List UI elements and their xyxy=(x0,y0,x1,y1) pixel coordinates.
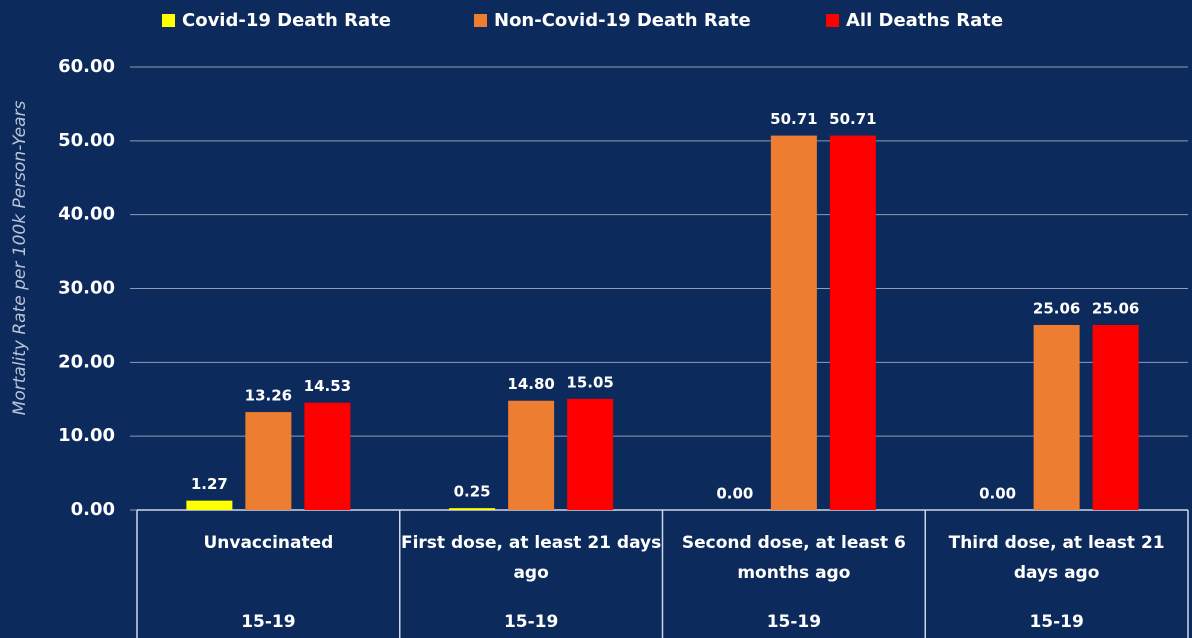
bar xyxy=(449,508,496,510)
x-group-label: 15-19 xyxy=(241,612,295,632)
data-label: 25.06 xyxy=(1033,299,1080,317)
data-label: 14.53 xyxy=(304,377,351,395)
category-cell: Unvaccinated xyxy=(203,533,334,553)
data-label: 50.71 xyxy=(829,110,876,128)
legend-swatch xyxy=(162,14,175,27)
x-group-label: 15-19 xyxy=(504,612,558,632)
x-group-label: 15-19 xyxy=(1029,612,1083,632)
category-cell: First dose, at least 21 days ago xyxy=(400,533,662,583)
bar xyxy=(1092,324,1139,510)
bar xyxy=(829,135,876,510)
legend-swatch xyxy=(474,14,487,27)
legend-label: Non-Covid-19 Death Rate xyxy=(494,10,751,31)
y-tick-label: 0.00 xyxy=(71,499,115,520)
data-label: 0.00 xyxy=(979,485,1016,503)
data-label: 25.06 xyxy=(1092,299,1139,317)
data-label: 15.05 xyxy=(566,373,613,391)
y-tick-label: 60.00 xyxy=(58,56,115,77)
bar xyxy=(245,412,292,510)
legend-swatch xyxy=(826,14,839,27)
y-tick-label: 10.00 xyxy=(58,425,115,446)
category-cell: Second dose, at least 6 months ago xyxy=(681,533,906,583)
bar xyxy=(567,398,614,510)
data-label: 0.25 xyxy=(454,483,491,501)
y-tick-label: 30.00 xyxy=(58,278,115,299)
x-tick-label: Third dose, at least 21 days ago xyxy=(948,533,1165,583)
data-label: 0.00 xyxy=(716,485,753,503)
y-tick-label: 50.00 xyxy=(58,130,115,151)
bar xyxy=(186,500,233,510)
x-tick-label: Unvaccinated xyxy=(203,533,334,553)
bar xyxy=(1033,324,1080,510)
category-cell: Third dose, at least 21 days ago xyxy=(948,533,1165,583)
x-group-label: 15-19 xyxy=(767,612,821,632)
x-tick-label: First dose, at least 21 days ago xyxy=(400,533,662,583)
y-tick-label: 20.00 xyxy=(58,351,115,372)
data-label: 13.26 xyxy=(245,387,292,405)
bar xyxy=(770,135,817,510)
data-label: 1.27 xyxy=(191,475,228,493)
x-tick-label: Second dose, at least 6 months ago xyxy=(681,533,906,583)
y-axis-title: Mortality Rate per 100k Person-Years xyxy=(10,101,30,416)
data-label: 50.71 xyxy=(770,110,817,128)
data-label: 14.80 xyxy=(507,375,554,393)
bar xyxy=(304,402,351,510)
y-tick-label: 40.00 xyxy=(58,204,115,225)
legend-label: All Deaths Rate xyxy=(846,10,1003,31)
bar xyxy=(508,400,555,510)
legend-label: Covid-19 Death Rate xyxy=(182,10,391,31)
